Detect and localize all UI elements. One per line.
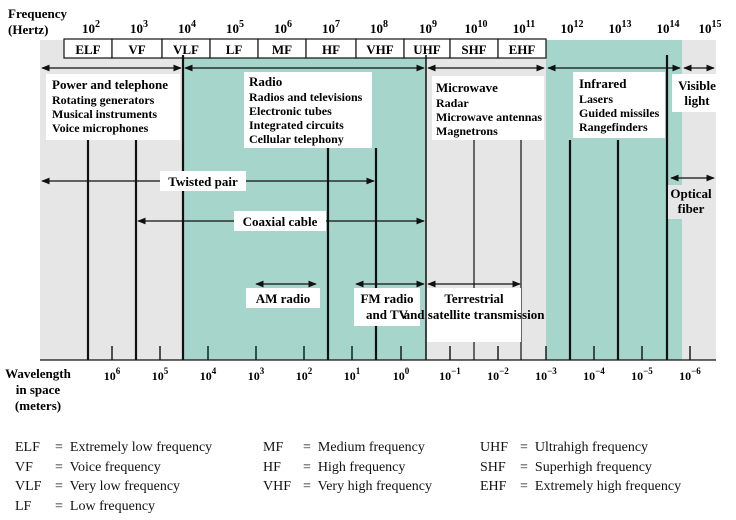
band-boxes: ELF VF VLF LF MF HF VHF UHF SHF EHF [63, 38, 547, 59]
svg-text:Guided missiles: Guided missiles [579, 106, 660, 120]
freq-tick-label: 104 [178, 19, 196, 36]
svg-text:Voice microphones: Voice microphones [52, 121, 149, 135]
svg-text:EHF: EHF [509, 42, 536, 57]
wavelength-tick-labels: 106 105 104 103 102 101 100 10−1 10−2 10−3 10−4 10−… [104, 366, 702, 383]
svg-text:SHF: SHF [461, 42, 486, 57]
band-box-vhf: VHF [355, 38, 405, 59]
svg-text:Microwave: Microwave [436, 80, 498, 95]
svg-text:ELF: ELF [75, 42, 100, 57]
freq-tick-label: 1011 [513, 19, 535, 36]
svg-text:Integrated circuits: Integrated circuits [249, 118, 344, 132]
band-box-hf: HF [305, 38, 357, 59]
freq-tick-label: 107 [322, 19, 340, 36]
freq-tick-label: 105 [226, 19, 244, 36]
wave-tick-label: 102 [296, 366, 313, 383]
freq-tick-label: 103 [130, 19, 148, 36]
svg-text:Radio: Radio [249, 74, 282, 89]
frequency-axis-label: Frequency [8, 6, 67, 21]
band-box-lf: LF [209, 38, 259, 59]
svg-text:Radios and televisions: Radios and televisions [249, 90, 363, 104]
svg-text:Rotating generators: Rotating generators [52, 93, 155, 107]
region-visible-light: Visible light [672, 74, 716, 112]
freq-tick-label: 1014 [657, 19, 680, 36]
region-radio: Radio Radios and televisions Electronic … [244, 72, 372, 148]
wavelength-minor-ticks [111, 346, 691, 360]
freq-tick-label: 102 [82, 19, 100, 36]
freq-tick-label: 109 [419, 19, 437, 36]
svg-text:HF: HF [322, 42, 340, 57]
band-box-elf: ELF [63, 38, 113, 59]
svg-text:Radar: Radar [436, 96, 469, 110]
wave-tick-label: 106 [104, 366, 121, 383]
svg-text:LF: LF [226, 42, 243, 57]
wave-tick-label: 100 [393, 366, 410, 383]
frequency-tick-labels: 102 103 104 105 106 107 108 109 1010 1011 1012 1013… [82, 19, 722, 36]
band-box-shf: SHF [449, 38, 499, 59]
svg-text:Twisted pair: Twisted pair [168, 174, 238, 189]
svg-text:Infrared: Infrared [579, 76, 627, 91]
optical-fiber-range: Optical fiber [668, 174, 715, 219]
terrestrial-satellite-range: Terrestrial and satellite transmission [404, 280, 546, 342]
region-microwave: Microwave Radar Microwave antennas Magne… [432, 76, 544, 140]
svg-text:Magnetrons: Magnetrons [436, 124, 498, 138]
wave-tick-label: 10−6 [679, 366, 701, 383]
svg-text:Cellular telephony: Cellular telephony [249, 132, 344, 146]
twisted-pair-range: Twisted pair [41, 171, 375, 191]
band-box-vlf: VLF [161, 38, 211, 59]
coaxial-cable-range: Coaxial cable [137, 211, 425, 231]
band-box-vf: VF [111, 38, 163, 59]
region-power-telephone: Power and telephone Rotating generators … [46, 74, 180, 140]
wave-tick-label: 105 [152, 366, 169, 383]
svg-text:UHF: UHF [413, 42, 441, 57]
svg-text:Microwave antennas: Microwave antennas [436, 110, 542, 124]
svg-text:VHF: VHF [366, 42, 394, 57]
band-box-mf: MF [257, 38, 307, 59]
wave-tick-label: 103 [248, 366, 265, 383]
freq-tick-label: 1010 [465, 19, 488, 36]
svg-text:MF: MF [272, 42, 292, 57]
wave-tick-label: 10−1 [439, 366, 461, 383]
freq-tick-label: 1013 [609, 19, 632, 36]
band-box-uhf: UHF [403, 38, 451, 59]
wavelength-space-label: in space [16, 382, 61, 397]
svg-text:AM radio: AM radio [256, 291, 311, 306]
wave-tick-label: 10−3 [535, 366, 557, 383]
freq-tick-label: 1012 [561, 19, 584, 36]
svg-text:Rangefinders: Rangefinders [579, 120, 648, 134]
freq-tick-label: 106 [274, 19, 292, 36]
wavelength-unit-label: (meters) [15, 398, 61, 413]
divider-lines [86, 55, 669, 360]
svg-text:Electronic tubes: Electronic tubes [249, 104, 332, 118]
wavelength-axis-label: Wavelength [5, 366, 71, 381]
svg-text:Coaxial cable: Coaxial cable [243, 214, 318, 229]
svg-text:Musical instruments: Musical instruments [52, 107, 157, 121]
am-radio-range: AM radio [246, 280, 320, 308]
wave-tick-label: 101 [344, 366, 361, 383]
wave-tick-label: 10−4 [583, 366, 605, 383]
wave-tick-label: 104 [200, 366, 217, 383]
svg-text:Lasers: Lasers [579, 92, 613, 106]
svg-text:VLF: VLF [173, 42, 199, 57]
freq-tick-label: 108 [370, 19, 388, 36]
fm-radio-tv-range: FM radio and TV [354, 280, 425, 326]
wave-tick-label: 10−2 [487, 366, 509, 383]
svg-text:Power and telephone: Power and telephone [52, 77, 168, 92]
band-box-ehf: EHF [497, 38, 547, 59]
wave-tick-label: 10−5 [631, 366, 653, 383]
freq-tick-label: 1015 [699, 19, 722, 36]
region-visible-light-title: Visible light [678, 78, 716, 108]
svg-text:VF: VF [128, 42, 145, 57]
frequency-unit-label: (Hertz) [8, 22, 48, 37]
region-infrared: Infrared Lasers Guided missiles Rangefin… [573, 72, 665, 138]
